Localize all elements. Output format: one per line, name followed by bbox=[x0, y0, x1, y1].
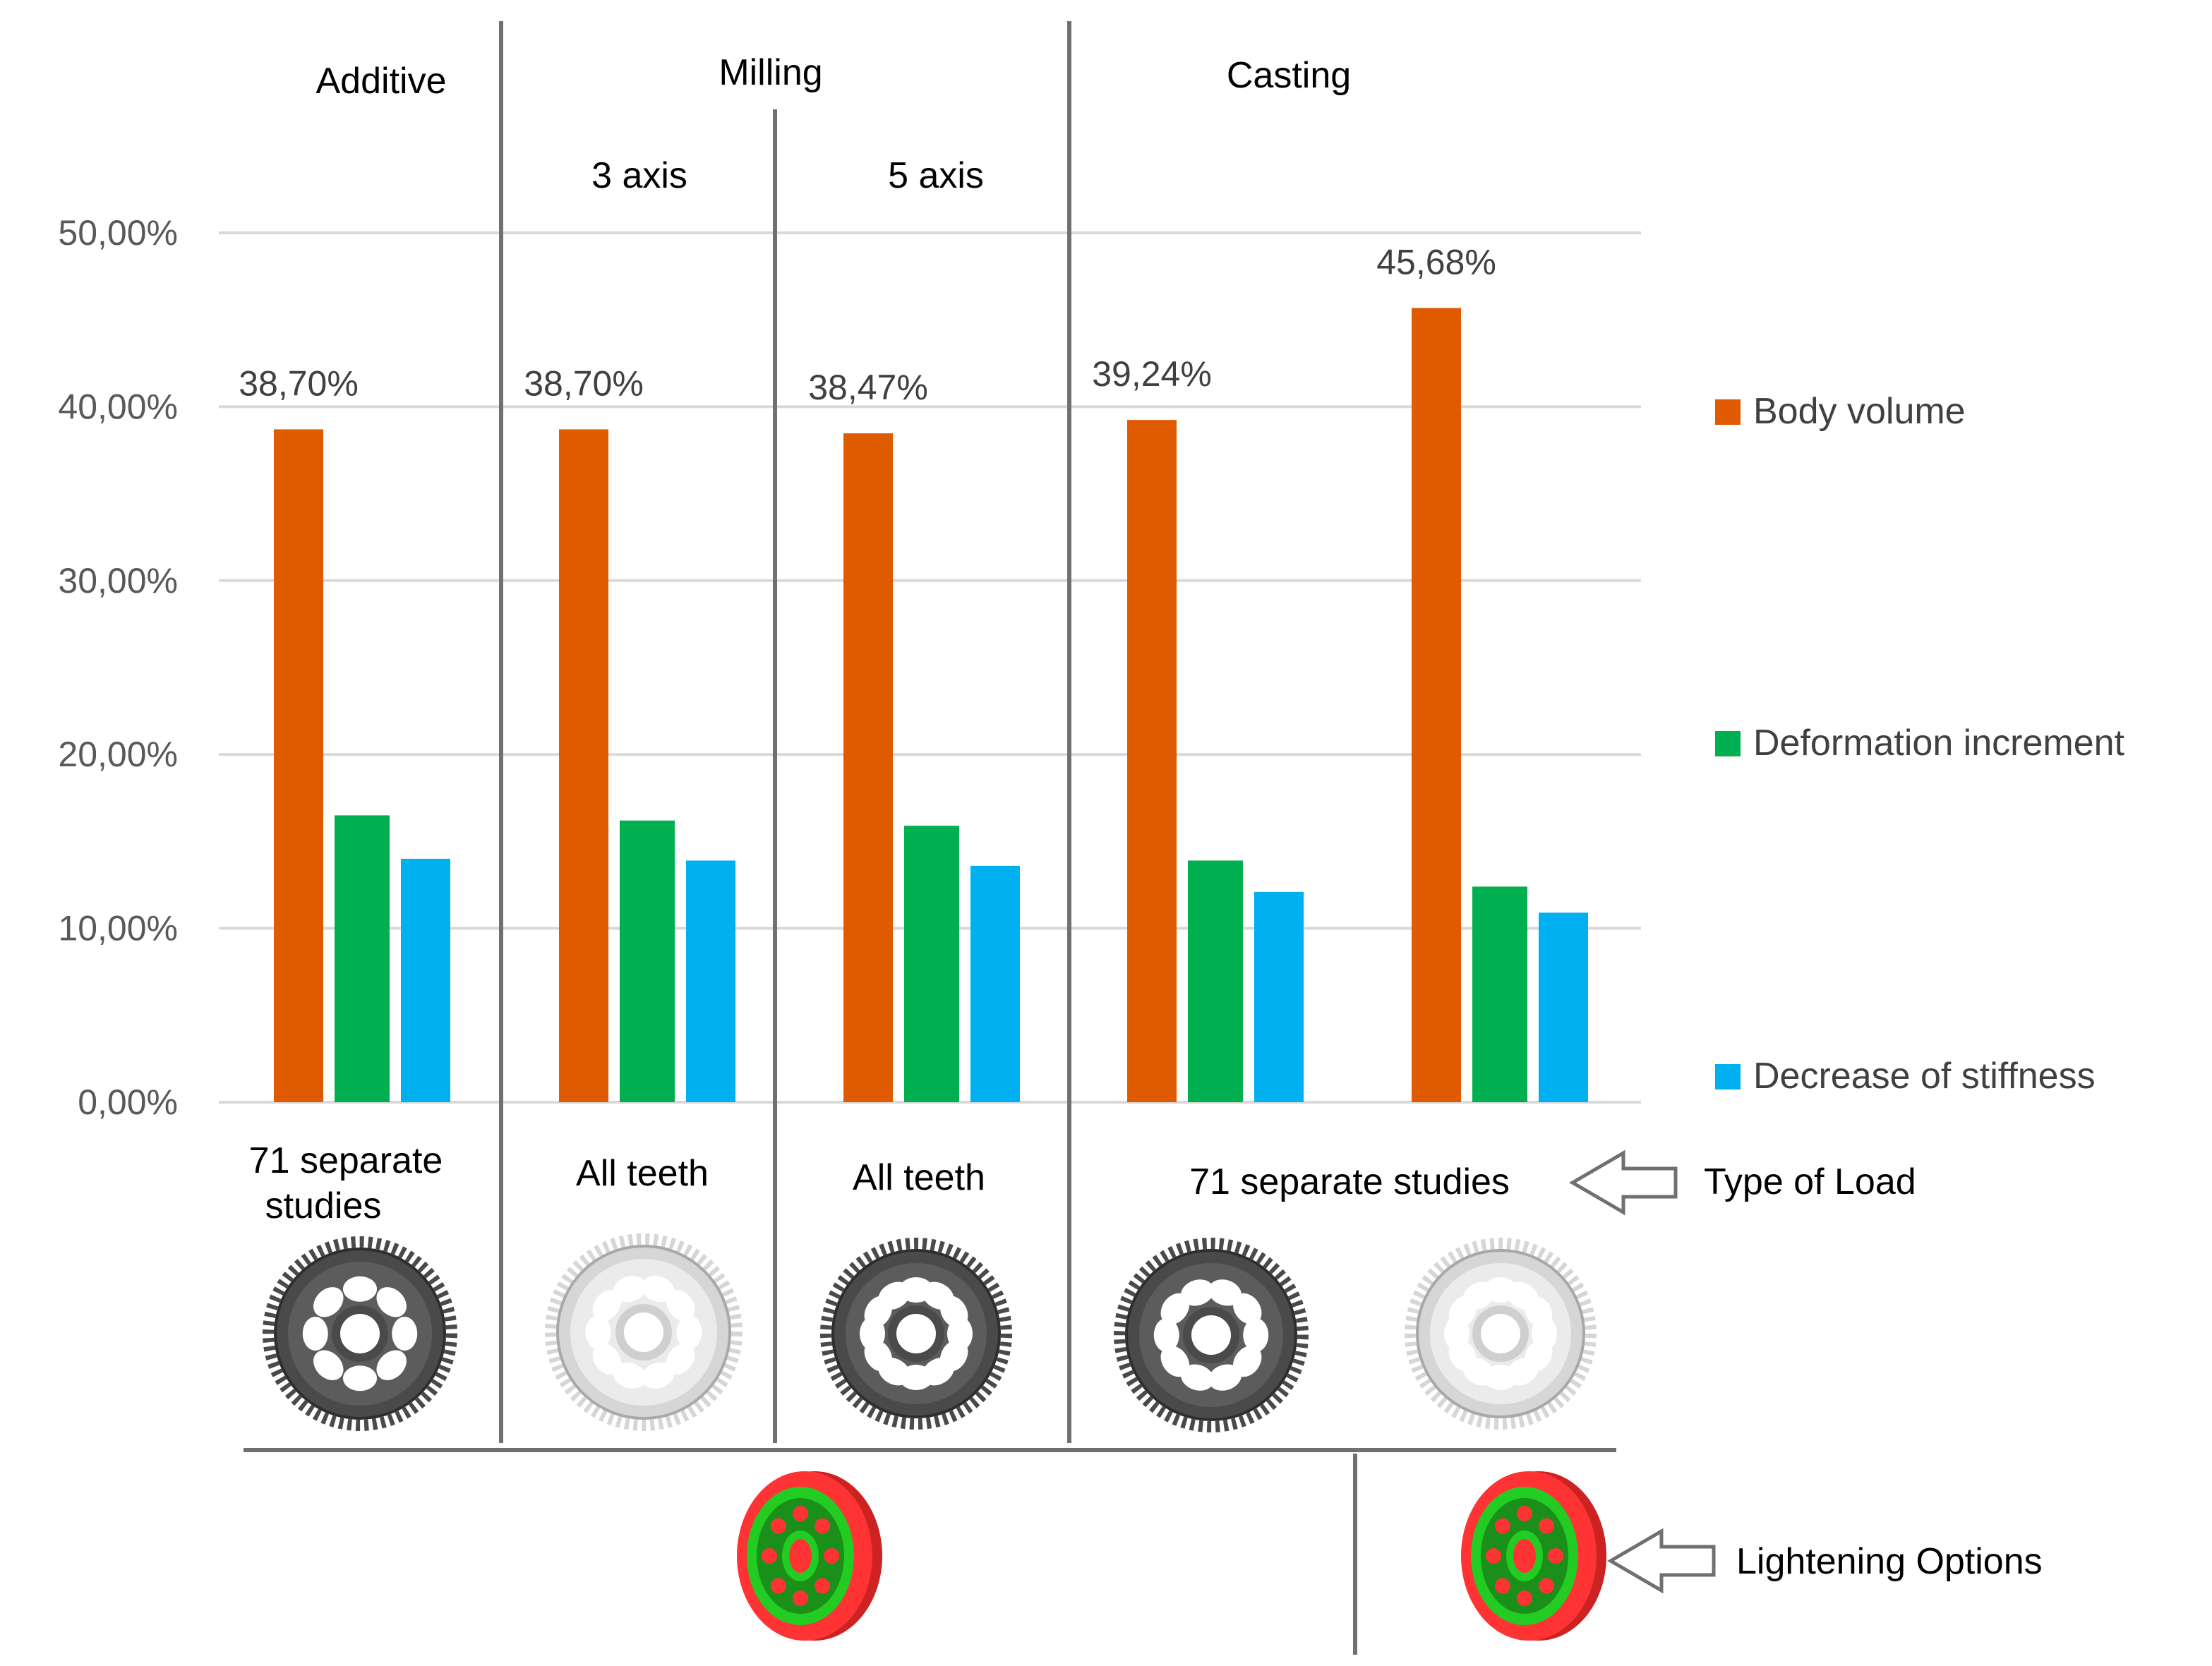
legend-swatch-body-volume bbox=[1715, 399, 1741, 425]
value-label: 39,24% bbox=[1092, 354, 1212, 394]
bar-decrease-of-stiffness bbox=[1539, 912, 1588, 1102]
gear-icon bbox=[1114, 1238, 1309, 1432]
y-tick-label: 30,00% bbox=[58, 561, 178, 600]
bar-body-volume bbox=[559, 429, 608, 1102]
gear-icon bbox=[263, 1236, 457, 1431]
bar-marks bbox=[274, 308, 1588, 1102]
load-type-additive-line2: studies bbox=[265, 1185, 382, 1226]
y-tick-label: 40,00% bbox=[58, 387, 178, 426]
y-tick-label: 0,00% bbox=[78, 1082, 178, 1122]
header-milling-3axis: 3 axis bbox=[591, 155, 687, 196]
bar-decrease-of-stiffness bbox=[970, 865, 1020, 1102]
value-label: 45,68% bbox=[1376, 242, 1496, 282]
bar-decrease-of-stiffness bbox=[401, 859, 450, 1102]
bar-deformation-increment bbox=[904, 826, 959, 1102]
load-type-casting: 71 separate studies bbox=[1189, 1161, 1510, 1202]
bar-deformation-increment bbox=[620, 820, 675, 1102]
legend: Body volume Deformation increment Decrea… bbox=[1715, 391, 2125, 1097]
load-type-milling-3axis: All teeth bbox=[576, 1153, 709, 1194]
header-additive: Additive bbox=[316, 61, 447, 102]
load-type-milling-5axis: All teeth bbox=[853, 1157, 985, 1198]
gear-icon bbox=[545, 1233, 743, 1431]
bar-deformation-increment bbox=[1472, 886, 1527, 1102]
y-gridlines bbox=[219, 231, 1641, 1104]
bar-deformation-increment bbox=[335, 815, 390, 1102]
lightening-option-icon bbox=[737, 1471, 882, 1641]
bar-body-volume bbox=[1412, 308, 1461, 1102]
y-tick-label: 50,00% bbox=[58, 213, 178, 253]
header-milling-5axis: 5 axis bbox=[888, 155, 984, 196]
lightening-option-icon bbox=[1461, 1471, 1606, 1641]
section-dividers bbox=[244, 21, 1616, 1655]
value-label: 38,70% bbox=[239, 363, 359, 403]
header-milling: Milling bbox=[719, 52, 822, 93]
load-type-additive-line1: 71 separate bbox=[249, 1140, 443, 1181]
lightening-options-label: Lightening Options bbox=[1736, 1541, 2043, 1582]
legend-label-deformation-increment: Deformation increment bbox=[1753, 723, 2125, 763]
bar-body-volume bbox=[843, 433, 893, 1102]
bar-decrease-of-stiffness bbox=[1254, 891, 1304, 1102]
bar-body-volume bbox=[1127, 420, 1177, 1102]
type-of-load-label: Type of Load bbox=[1704, 1161, 1916, 1202]
legend-swatch-decrease-of-stiffness bbox=[1715, 1064, 1741, 1089]
value-label: 38,47% bbox=[808, 368, 928, 407]
arrow-left-icon bbox=[1607, 1528, 1716, 1594]
header-casting: Casting bbox=[1227, 55, 1351, 96]
gear-images bbox=[263, 1233, 1597, 1432]
legend-label-body-volume: Body volume bbox=[1753, 391, 1966, 432]
bar-body-volume bbox=[274, 429, 323, 1102]
value-label: 38,70% bbox=[524, 363, 644, 403]
y-tick-label: 10,00% bbox=[58, 909, 178, 948]
arrow-left-icon bbox=[1569, 1149, 1678, 1216]
bar-decrease-of-stiffness bbox=[686, 860, 735, 1102]
gear-icon bbox=[820, 1238, 1012, 1430]
gear-icon bbox=[1405, 1238, 1597, 1430]
legend-swatch-deformation-increment bbox=[1715, 731, 1741, 756]
y-tick-label: 20,00% bbox=[58, 735, 178, 774]
value-labels: 38,70% 38,70% 38,47% 39,24% 45,68% bbox=[239, 242, 1496, 407]
y-axis-ticks: 0,00% 10,00% 20,00% 30,00% 40,00% 50,00% bbox=[58, 213, 178, 1122]
legend-label-decrease-of-stiffness: Decrease of stiffness bbox=[1753, 1056, 2096, 1097]
lightening-option-images bbox=[737, 1471, 1606, 1641]
bar-deformation-increment bbox=[1188, 860, 1243, 1102]
